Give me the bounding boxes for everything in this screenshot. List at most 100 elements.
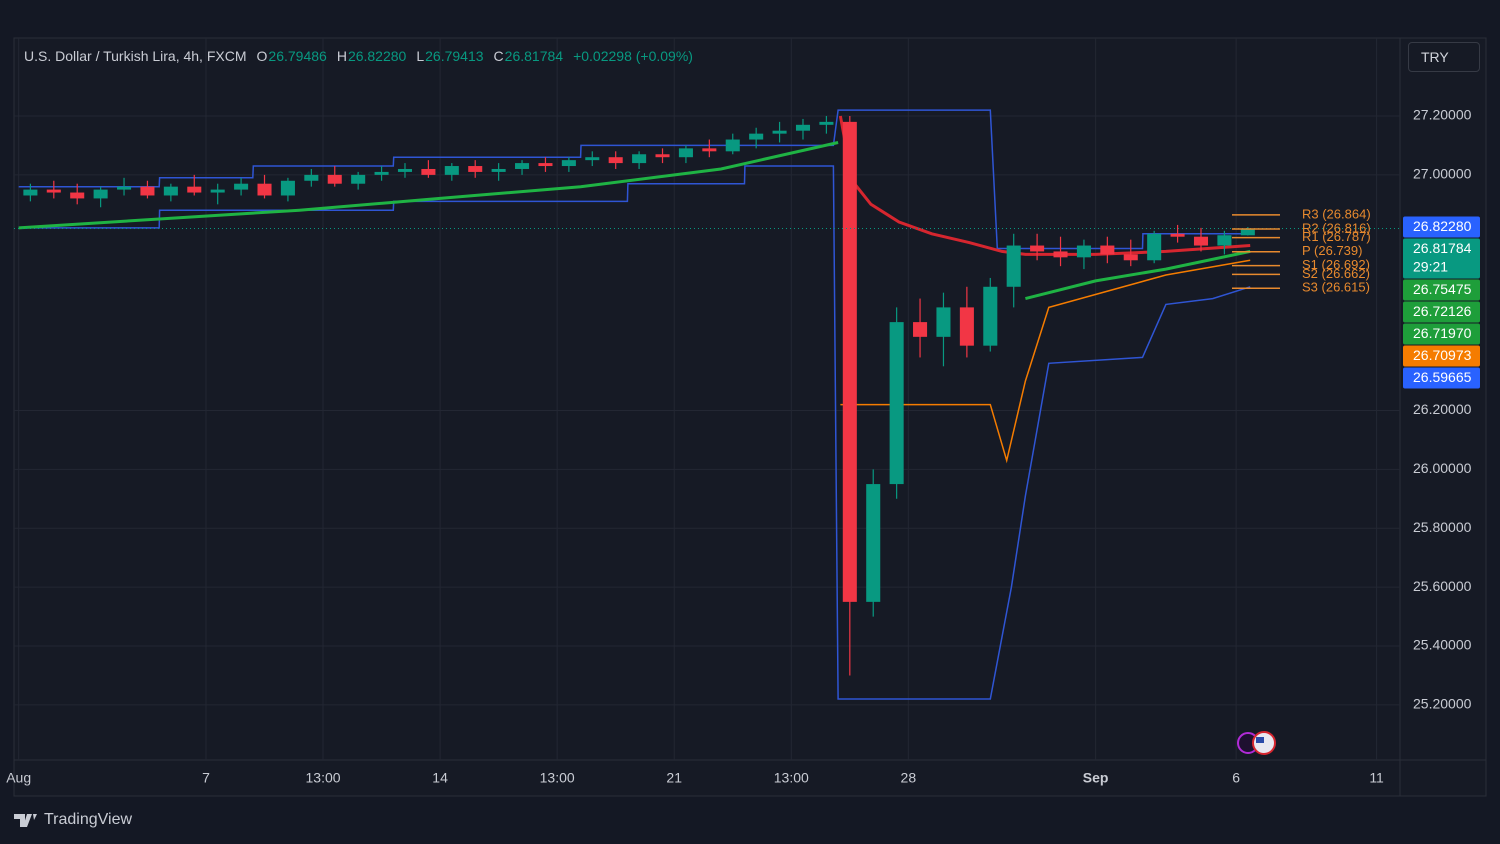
price-change: +0.02298 (+0.09%)	[573, 48, 693, 64]
x-tick-label: 28	[901, 770, 917, 786]
y-tick-label: 27.00000	[1413, 166, 1472, 182]
y-tick-label: 27.20000	[1413, 107, 1472, 123]
candle-body	[585, 157, 600, 161]
x-tick-label: Sep	[1083, 770, 1109, 786]
price-badge	[1403, 323, 1480, 345]
indicator-line	[840, 259, 1251, 464]
candle-body	[234, 183, 249, 190]
candle-body	[70, 192, 85, 199]
x-tick-label: 7	[202, 770, 210, 786]
x-tick-label: 13:00	[540, 770, 575, 786]
candle-body	[959, 307, 974, 346]
candle-body	[1170, 233, 1185, 237]
x-tick-label: 21	[666, 770, 682, 786]
candle-body	[1217, 235, 1232, 246]
candle-body	[632, 154, 647, 164]
candle-body	[842, 121, 857, 602]
candle-body	[163, 186, 178, 196]
price-badge	[1403, 279, 1480, 301]
event-icons[interactable]	[1237, 731, 1276, 755]
candle-body	[23, 189, 38, 196]
price-badge	[1403, 216, 1480, 238]
price-badge-label: 26.59665	[1413, 369, 1472, 385]
candle-body	[1193, 236, 1209, 246]
candle-body	[795, 124, 811, 131]
candle-body	[444, 166, 459, 175]
candle-body	[1076, 245, 1091, 258]
candle-body	[1053, 251, 1068, 258]
pivot-label: R2 (26.816)	[1302, 220, 1371, 235]
price-badge-label: 26.70973	[1413, 347, 1472, 363]
x-tick-label: 14	[432, 770, 448, 786]
pivot-label: S1 (26.692)	[1302, 257, 1370, 272]
pivot-label: P (26.739)	[1302, 243, 1362, 258]
candle-body	[374, 171, 389, 175]
price-badge-label: 26.75475	[1413, 281, 1472, 297]
chart-panel	[13, 37, 1487, 797]
pivot-label: R3 (26.864)	[1302, 206, 1371, 221]
ohlc-value: 26.82280	[347, 48, 407, 64]
candle-body	[397, 168, 413, 172]
candle-body	[1123, 254, 1138, 261]
price-badge-label: 26.82280	[1413, 218, 1472, 234]
candle-body	[983, 286, 998, 346]
candle-body	[866, 484, 881, 602]
indicator-line	[18, 165, 1251, 700]
candle-body	[280, 180, 295, 196]
symbol-title: U.S. Dollar / Turkish Lira, 4h, FXCM	[24, 48, 247, 64]
x-tick-label: Aug	[6, 770, 31, 786]
pivot-label: R1 (26.787)	[1302, 229, 1371, 244]
x-tick-label: 13:00	[306, 770, 341, 786]
ohlc-key: C	[493, 48, 504, 64]
candle-body	[749, 133, 764, 140]
candle-body	[702, 148, 717, 152]
ohlc-key: L	[416, 48, 425, 64]
ohlc-key: O	[256, 48, 268, 64]
countdown-label: 29:21	[1413, 258, 1448, 274]
candle-body	[93, 189, 108, 199]
price-badge-label: 26.71970	[1413, 325, 1472, 341]
y-tick-label: 25.40000	[1413, 637, 1472, 653]
tv-logo	[14, 814, 37, 827]
candle-body	[561, 160, 576, 167]
price-badge	[1403, 301, 1480, 323]
indicator-line	[838, 115, 1251, 256]
candle-body	[1006, 245, 1021, 287]
ohlc-key: H	[336, 48, 347, 64]
ohlc-value: 26.79413	[425, 48, 484, 64]
y-tick-label: 25.80000	[1413, 519, 1472, 535]
candle-body	[491, 168, 506, 172]
currency-button[interactable]: TRY	[1408, 42, 1480, 72]
candle-body	[327, 174, 342, 184]
candle-body	[608, 157, 623, 164]
x-tick-label: 6	[1232, 770, 1240, 786]
y-tick-label: 26.00000	[1413, 460, 1472, 476]
candle-body	[1240, 228, 1255, 236]
candle-body	[913, 322, 928, 337]
price-badge	[1403, 345, 1480, 367]
candle-body	[1030, 245, 1045, 252]
candle-body	[772, 130, 787, 134]
candle-body	[936, 307, 951, 337]
price-badge-label: 26.81784	[1413, 240, 1472, 256]
candle-body	[468, 166, 483, 172]
candle-body	[351, 174, 366, 184]
x-tick-label: 11	[1369, 770, 1384, 786]
brand-name[interactable]: TradingView	[44, 811, 133, 828]
price-badge	[1403, 367, 1480, 389]
candle-body	[515, 163, 530, 169]
candle-body	[678, 148, 693, 158]
indicator-line	[18, 141, 1251, 301]
candle-body	[538, 163, 553, 167]
candle-body	[1147, 233, 1162, 261]
pivot-label: S3 (26.615)	[1302, 280, 1370, 295]
ohlc-value: 26.79486	[268, 48, 327, 64]
price-badge	[1403, 238, 1480, 279]
candle-body	[819, 121, 834, 125]
candle-body	[210, 189, 225, 193]
y-tick-label: 26.20000	[1413, 401, 1472, 417]
x-tick-label: 13:00	[774, 770, 809, 786]
candle-body	[117, 186, 132, 190]
candle-body	[725, 139, 740, 152]
